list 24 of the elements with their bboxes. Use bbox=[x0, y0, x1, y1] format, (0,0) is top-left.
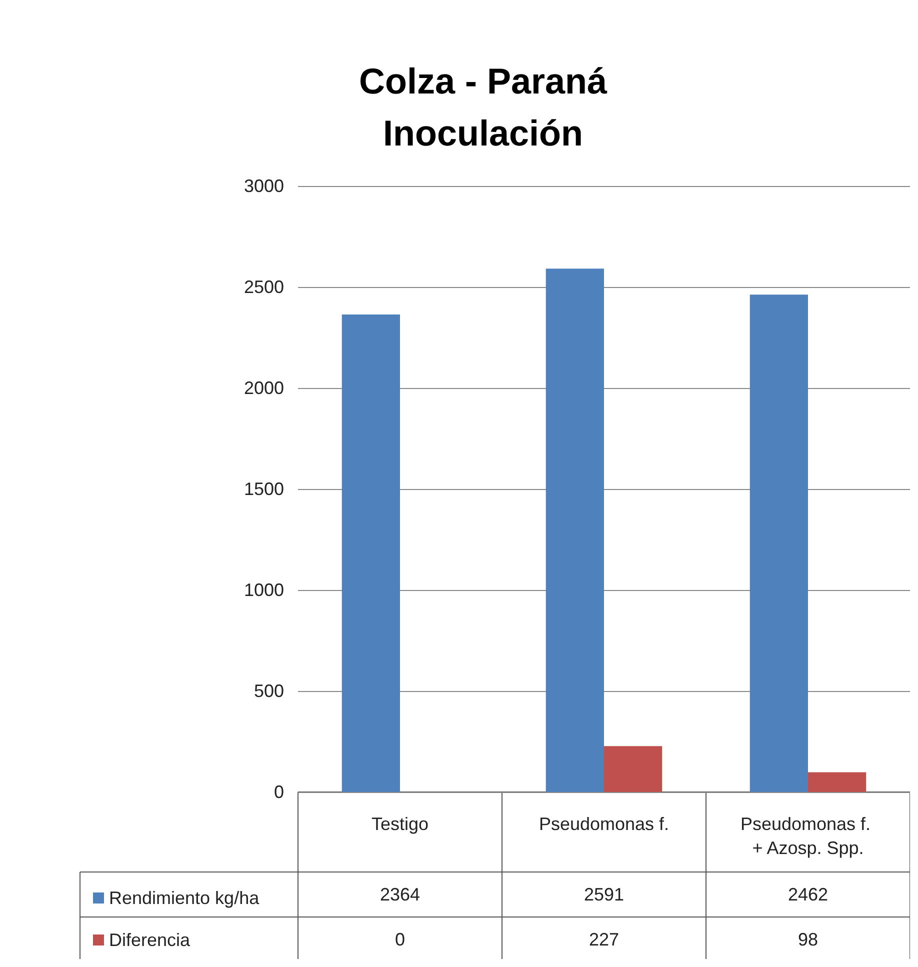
y-tick-label: 2000 bbox=[244, 378, 284, 398]
data-label: 98 bbox=[798, 930, 818, 950]
x-tick-label: Pseudomonas f. bbox=[538, 814, 670, 834]
data-label: 227 bbox=[588, 930, 620, 950]
y-tick-label: 3000 bbox=[244, 176, 284, 196]
x-tick-label: Testigo bbox=[371, 814, 429, 834]
data-label: 0 bbox=[394, 930, 406, 950]
legend-label: Rendimiento kg/ha bbox=[109, 888, 260, 908]
data-label: 2364 bbox=[380, 884, 420, 904]
bar bbox=[808, 772, 866, 792]
x-tick-label: Pseudomonas f. + Azosp. Spp. bbox=[740, 814, 876, 858]
data-label: 2591 bbox=[584, 884, 624, 904]
y-tick-label: 2500 bbox=[244, 277, 284, 297]
bar bbox=[750, 294, 808, 792]
bar bbox=[546, 268, 604, 792]
y-tick-label: 0 bbox=[274, 782, 284, 802]
bar bbox=[342, 314, 400, 792]
y-tick-label: 1000 bbox=[244, 580, 284, 600]
data-label: 2462 bbox=[788, 884, 828, 904]
y-tick-label: 1500 bbox=[244, 479, 284, 499]
y-tick-label: 500 bbox=[254, 681, 284, 701]
bar bbox=[604, 746, 662, 792]
legend-label: Diferencia bbox=[109, 930, 192, 950]
chart-title: Colza - Paraná Inoculación bbox=[358, 60, 608, 154]
